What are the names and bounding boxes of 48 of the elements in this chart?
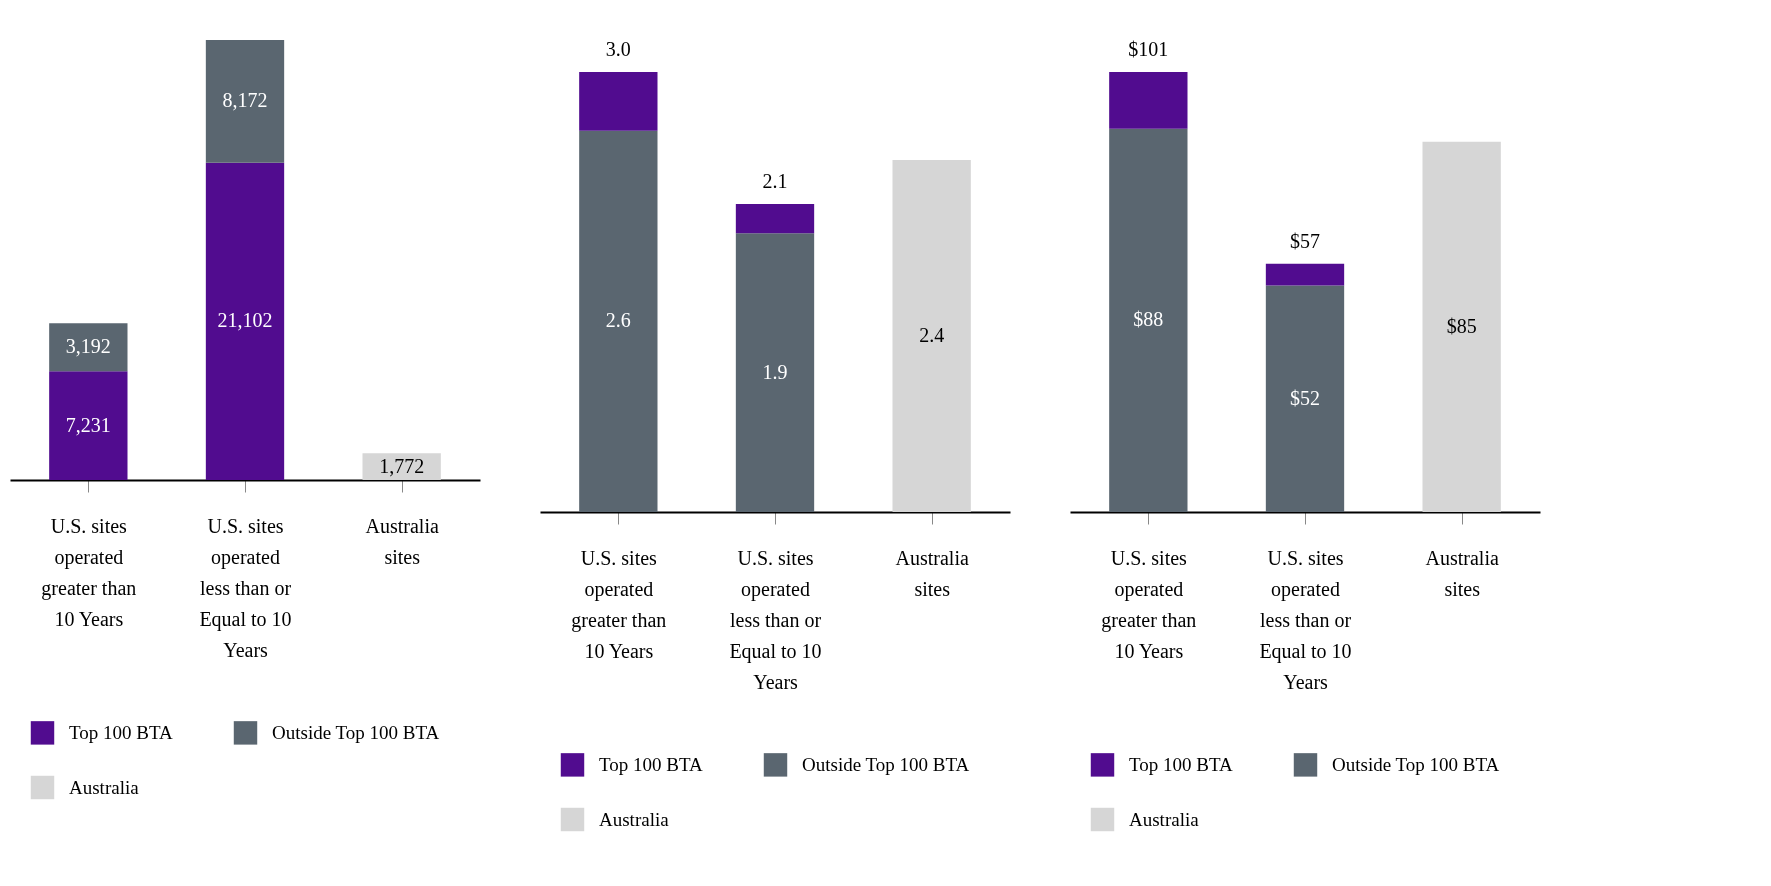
bar xyxy=(205,40,285,163)
bar xyxy=(1109,128,1188,512)
data-label: 21,102 xyxy=(217,309,273,332)
data-label: 3,192 xyxy=(65,335,111,358)
data-label: 2.4 xyxy=(919,324,945,346)
legend-label: Outside Top 100 BTA xyxy=(802,753,970,775)
total-label: $57 xyxy=(1290,229,1320,252)
bar xyxy=(1265,263,1345,286)
bar xyxy=(579,72,658,131)
legend-label: Outside Top 100 BTA xyxy=(272,721,440,743)
data-label: 2.6 xyxy=(605,309,631,332)
bar xyxy=(362,453,441,480)
legend-label: Top 100 BTA xyxy=(69,721,174,743)
bar xyxy=(892,160,971,512)
bar xyxy=(735,233,815,512)
legend-label: Australia xyxy=(599,808,670,830)
data-label: 1.9 xyxy=(762,360,788,383)
data-label: 7,231 xyxy=(65,413,111,436)
x-tick-label: U.S. sites operated less than or Equal to 10 Years xyxy=(1259,546,1352,693)
data-label: 1,772 xyxy=(379,454,425,477)
bar xyxy=(49,323,128,372)
bar xyxy=(735,204,815,234)
bar xyxy=(49,371,128,480)
x-tick-label: U.S. sites operated greater than 10 Years xyxy=(571,546,667,662)
total-label: 2.1 xyxy=(762,170,788,192)
data-label: $52 xyxy=(1290,386,1320,409)
legend-label: Top 100 BTA xyxy=(599,753,704,775)
legend-label: Australia xyxy=(1129,808,1200,830)
bar xyxy=(579,130,658,512)
total-label: $101 xyxy=(1128,38,1169,60)
data-label: 8,172 xyxy=(222,89,268,112)
legend-label: Top 100 BTA xyxy=(1129,753,1234,775)
legend-label: Australia xyxy=(69,776,140,798)
x-tick-label: Australia sites xyxy=(1425,546,1499,600)
x-tick-label: U.S. sites operated greater than 10 Years xyxy=(1101,546,1197,662)
bar xyxy=(1109,72,1188,129)
total-label: 3.0 xyxy=(605,38,631,60)
x-tick-label: Australia sites xyxy=(895,546,969,600)
bar xyxy=(205,162,285,480)
bar xyxy=(1422,141,1501,512)
data-label: $85 xyxy=(1446,314,1477,337)
x-tick-label: U.S. sites operated greater than 10 Years xyxy=(41,514,137,630)
x-tick-label: U.S. sites operated less than or Equal to 10 Years xyxy=(199,514,292,661)
x-tick-label: U.S. sites operated less than or Equal to 10 Years xyxy=(729,546,822,693)
bar xyxy=(1265,285,1345,512)
legend-label: Outside Top 100 BTA xyxy=(1332,753,1500,775)
x-tick-label: Australia sites xyxy=(365,514,439,568)
data-label: $88 xyxy=(1133,308,1164,331)
